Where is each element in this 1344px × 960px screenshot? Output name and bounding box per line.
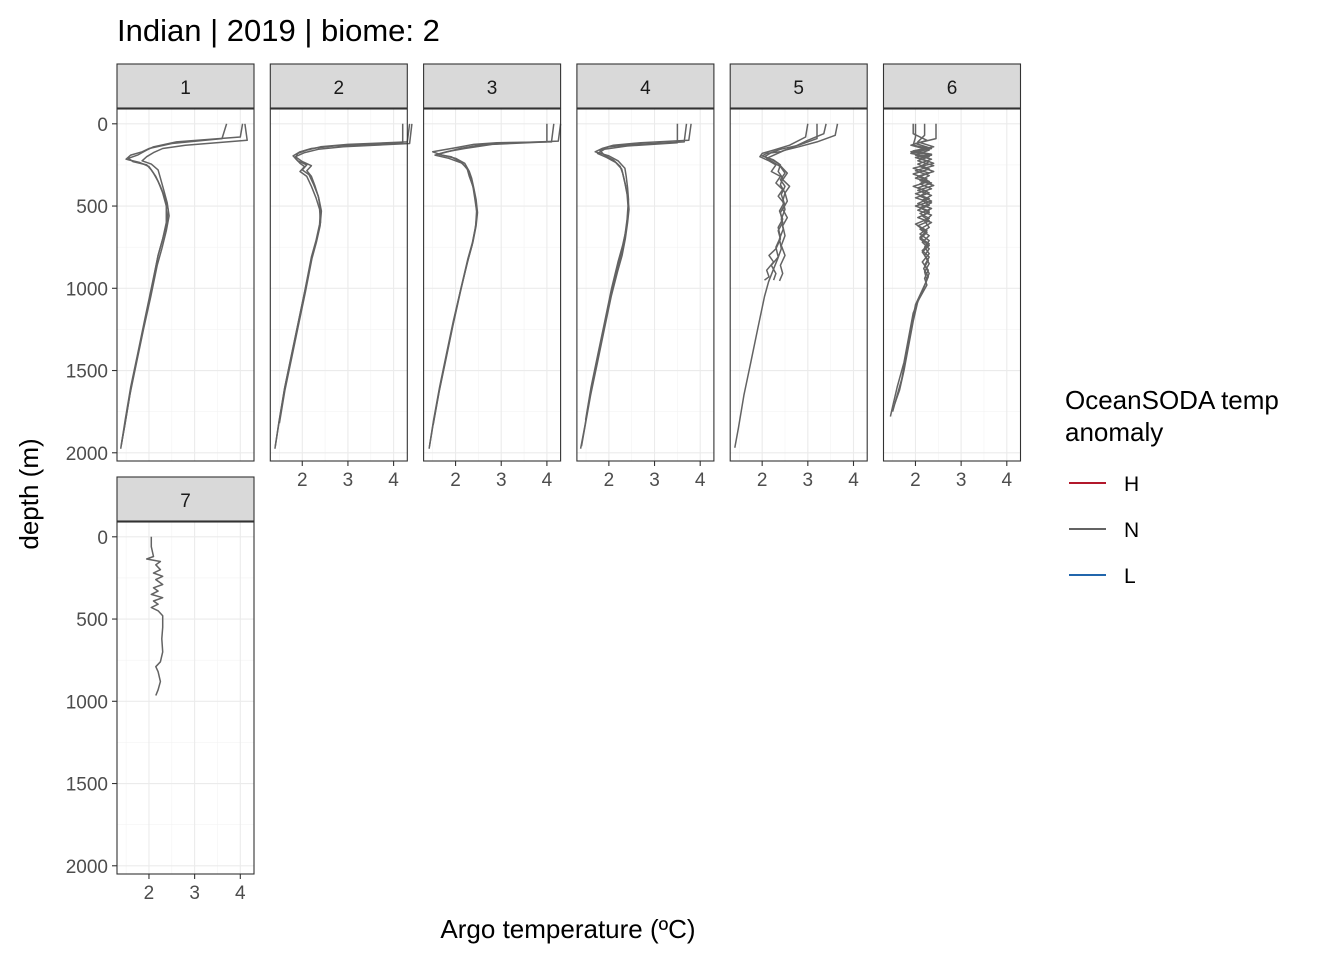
x-tick-label: 3 bbox=[803, 470, 814, 491]
x-tick-label: 4 bbox=[848, 470, 859, 491]
panel-border bbox=[729, 108, 868, 462]
y-tick-label: 0 bbox=[97, 528, 108, 549]
y-tick-label: 1000 bbox=[66, 279, 108, 300]
facet-6: 6 2 3 4 bbox=[882, 63, 1022, 491]
facet-5: 5 2 3 4 bbox=[729, 63, 868, 491]
facet-strip-label: 2 bbox=[334, 78, 345, 99]
profile-line-N bbox=[759, 123, 809, 281]
y-tick-label: 2000 bbox=[66, 444, 108, 465]
y-tick-label: 1000 bbox=[66, 692, 108, 713]
facet-strip bbox=[423, 63, 562, 109]
x-tick-label: 2 bbox=[450, 470, 461, 491]
panel-border bbox=[423, 108, 562, 462]
facet-strip-label: 4 bbox=[640, 78, 651, 99]
y-axis-title: depth (m) bbox=[14, 438, 44, 549]
legend-entry-H: H bbox=[1069, 473, 1139, 496]
profile-line-N bbox=[910, 123, 933, 283]
facet-strip bbox=[269, 63, 408, 109]
panel-background bbox=[270, 109, 408, 461]
y-tick-label: 2000 bbox=[66, 857, 108, 878]
x-tick-label: 4 bbox=[388, 470, 399, 491]
profile-line-N bbox=[145, 536, 164, 696]
facet-strip-label: 3 bbox=[487, 78, 498, 99]
x-tick-label: 4 bbox=[695, 470, 706, 491]
profile-line-N bbox=[765, 123, 839, 281]
legend-title-line-2: anomaly bbox=[1065, 417, 1163, 447]
profile-line-N bbox=[432, 123, 562, 425]
x-tick-label: 3 bbox=[343, 470, 354, 491]
y-tick-label: 1500 bbox=[66, 362, 108, 383]
x-tick-label: 3 bbox=[649, 470, 660, 491]
profile-line-N bbox=[584, 123, 692, 421]
profile-line-N bbox=[278, 123, 413, 424]
chart-title: Indian | 2019 | biome: 2 bbox=[117, 13, 440, 48]
x-tick-label: 4 bbox=[235, 883, 246, 904]
facet-3: 3 2 3 4 bbox=[423, 63, 562, 491]
facet-strip bbox=[116, 63, 255, 109]
y-tick-label: 500 bbox=[76, 197, 108, 218]
x-tick-label: 2 bbox=[604, 470, 615, 491]
facet-strip-label: 6 bbox=[947, 78, 958, 99]
panel-border bbox=[882, 108, 1022, 462]
legend-entries: HNL bbox=[1069, 473, 1139, 588]
panel-background bbox=[730, 109, 868, 461]
panel-background bbox=[576, 109, 714, 461]
x-tick-label: 3 bbox=[189, 883, 200, 904]
legend-label: H bbox=[1124, 473, 1139, 496]
x-tick-label: 3 bbox=[496, 470, 507, 491]
panel-border bbox=[116, 108, 255, 462]
panel-border bbox=[116, 521, 255, 875]
y-tick-label: 1500 bbox=[66, 775, 108, 796]
x-axis-title: Argo temperature (ºC) bbox=[440, 914, 695, 944]
y-tick-label: 500 bbox=[76, 610, 108, 631]
facet-strip-label: 7 bbox=[180, 491, 191, 512]
facet-7: 7 0 500 1000 1500 2000 2 3 4 bbox=[66, 476, 255, 904]
facet-strip bbox=[116, 476, 255, 522]
x-tick-label: 4 bbox=[1002, 470, 1013, 491]
legend-entry-N: N bbox=[1069, 519, 1139, 542]
panel-border bbox=[269, 108, 408, 462]
panel-background bbox=[117, 522, 254, 874]
x-tick-label: 4 bbox=[542, 470, 553, 491]
x-tick-label: 3 bbox=[956, 470, 967, 491]
profile-line-N bbox=[734, 123, 818, 448]
y-tick-label: 0 bbox=[97, 115, 108, 136]
x-tick-label: 2 bbox=[297, 470, 308, 491]
legend-title-line-1: OceanSODA temp bbox=[1065, 385, 1279, 415]
x-tick-label: 2 bbox=[757, 470, 768, 491]
facet-strip bbox=[576, 63, 715, 109]
panel-background bbox=[117, 109, 254, 461]
legend-label: N bbox=[1124, 519, 1139, 542]
facet-2: 2 2 3 4 bbox=[269, 63, 413, 491]
legend: OceanSODA temp anomaly HNL bbox=[1065, 385, 1279, 588]
x-tick-label: 2 bbox=[910, 470, 921, 491]
legend-entry-L: L bbox=[1069, 565, 1136, 588]
panel-border bbox=[576, 108, 715, 462]
facet-4: 4 2 3 4 bbox=[576, 63, 715, 491]
facet-1: 1 0 500 1000 1500 2000 bbox=[66, 63, 255, 465]
legend-label: L bbox=[1124, 565, 1136, 588]
profile-line-N bbox=[894, 123, 937, 404]
panel-background bbox=[423, 109, 561, 461]
facet-strip-label: 1 bbox=[180, 78, 191, 99]
panel-background bbox=[883, 109, 1021, 461]
x-tick-label: 2 bbox=[144, 883, 155, 904]
facet-strip bbox=[882, 63, 1022, 109]
facet-panels: 1 0 500 1000 1500 2000 2 2 3 4 3 2 3 4 4 2 3 4 5 2 3 4 6 2 3 4 7 0 5… bbox=[66, 63, 1022, 904]
profile-line-N bbox=[120, 123, 248, 444]
facet-strip bbox=[729, 63, 868, 109]
facet-strip-label: 5 bbox=[793, 78, 804, 99]
